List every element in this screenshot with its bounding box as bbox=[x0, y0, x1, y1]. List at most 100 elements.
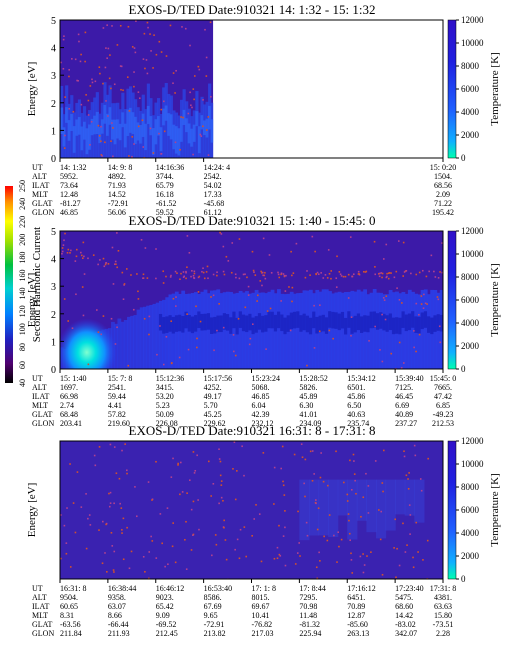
noise-dot bbox=[318, 330, 321, 333]
band-cell bbox=[423, 289, 428, 369]
noise-dot bbox=[408, 504, 411, 506]
noise-dot bbox=[191, 270, 193, 272]
noise-dot bbox=[192, 451, 195, 453]
noise-dot bbox=[72, 110, 75, 113]
band-cell bbox=[65, 107, 69, 123]
noise-dot bbox=[91, 81, 94, 84]
noise-dot bbox=[144, 67, 146, 70]
noise-dot bbox=[80, 251, 82, 254]
noise-dot bbox=[436, 296, 439, 298]
band-cell bbox=[216, 315, 221, 333]
noise-dot bbox=[75, 255, 78, 258]
colorbar-tick-label: 4000 bbox=[461, 528, 480, 538]
colorbar-tick-label: 6000 bbox=[461, 84, 480, 94]
noise-dot bbox=[114, 343, 117, 345]
noise-dot bbox=[253, 518, 256, 520]
colorbar bbox=[447, 230, 457, 370]
noise-dot bbox=[379, 349, 381, 351]
noise-dot bbox=[318, 551, 320, 554]
noise-dot bbox=[198, 275, 201, 278]
noise-dot bbox=[404, 551, 407, 553]
band-cell bbox=[82, 121, 87, 140]
noise-dot bbox=[116, 326, 118, 329]
noise-dot bbox=[199, 320, 202, 323]
noise-dot bbox=[413, 346, 415, 349]
noise-dot bbox=[174, 141, 177, 144]
band-cell bbox=[67, 120, 71, 141]
noise-dot bbox=[330, 277, 332, 280]
noise-dot bbox=[159, 513, 162, 515]
noise-dot bbox=[400, 367, 403, 369]
noise-dot bbox=[106, 571, 108, 573]
noise-dot bbox=[355, 492, 357, 495]
noise-dot bbox=[309, 450, 312, 453]
band-cell bbox=[248, 313, 253, 331]
y-axis-label: Energy [eV] bbox=[26, 273, 38, 327]
noise-dot bbox=[212, 482, 215, 485]
band-cell bbox=[157, 116, 161, 136]
noise-dot bbox=[366, 555, 368, 557]
side-colorbar-tick-label: 40 bbox=[18, 379, 27, 387]
noise-dot bbox=[180, 272, 182, 275]
noise-dot bbox=[378, 272, 381, 275]
noise-dot bbox=[113, 502, 115, 505]
noise-dot bbox=[190, 508, 193, 511]
noise-dot bbox=[284, 290, 287, 292]
noise-dot bbox=[60, 514, 62, 516]
noise-dot bbox=[401, 302, 403, 304]
noise-dot bbox=[87, 114, 90, 116]
table-cell: 213.82 bbox=[204, 629, 226, 638]
band-cell bbox=[120, 321, 125, 369]
noise-dot bbox=[402, 275, 405, 277]
noise-dot bbox=[97, 263, 99, 266]
band-cell bbox=[134, 116, 138, 145]
band-cell bbox=[232, 311, 237, 329]
noise-dot bbox=[65, 552, 68, 555]
table-cell: 229.62 bbox=[204, 419, 226, 428]
colorbar-tick-label: 8000 bbox=[461, 272, 480, 282]
noise-dot bbox=[255, 504, 257, 506]
noise-dot bbox=[410, 272, 412, 275]
band-cell bbox=[312, 311, 316, 329]
colorbar-tick-label: 4000 bbox=[461, 318, 480, 328]
side-colorbar-tick-label: 250 bbox=[18, 180, 27, 192]
noise-dot bbox=[415, 350, 417, 353]
noise-dot bbox=[220, 484, 223, 486]
table-cell: 17: 1: 8 bbox=[252, 584, 276, 593]
noise-dot bbox=[403, 450, 405, 453]
noise-dot bbox=[335, 277, 338, 280]
noise-dot bbox=[122, 558, 125, 561]
noise-dot bbox=[322, 277, 325, 279]
table-cell: 6.85 bbox=[436, 401, 450, 410]
noise-dot bbox=[192, 153, 194, 156]
noise-dot bbox=[248, 343, 251, 346]
noise-dot bbox=[232, 334, 235, 336]
band-cell bbox=[344, 317, 348, 335]
noise-dot bbox=[63, 239, 65, 242]
noise-dot bbox=[247, 294, 250, 296]
noise-dot bbox=[175, 69, 177, 72]
noise-dot bbox=[128, 567, 131, 570]
table-cell: 17:31: 8 bbox=[430, 584, 456, 593]
noise-dot bbox=[426, 539, 429, 542]
table-cell: 3415. bbox=[156, 383, 174, 392]
y-tick-label: 2 bbox=[51, 310, 56, 321]
table-cell: 225.94 bbox=[299, 629, 321, 638]
side-colorbar-tick-label: 200 bbox=[18, 234, 27, 246]
noise-dot bbox=[170, 362, 173, 365]
noise-dot bbox=[233, 350, 235, 353]
noise-dot bbox=[186, 266, 188, 269]
noise-dot bbox=[284, 564, 287, 567]
noise-dot bbox=[165, 275, 167, 278]
table-cell: 5952. bbox=[60, 172, 78, 181]
noise-dot bbox=[63, 524, 66, 527]
noise-dot bbox=[148, 333, 150, 336]
noise-dot bbox=[282, 535, 285, 537]
noise-dot bbox=[262, 274, 264, 277]
table-cell: 17.33 bbox=[204, 190, 222, 199]
noise-dot bbox=[382, 449, 385, 452]
band-cell bbox=[267, 311, 272, 329]
band-cell bbox=[202, 120, 207, 136]
noise-dot bbox=[186, 313, 188, 315]
table-cell: 60.65 bbox=[60, 602, 78, 611]
